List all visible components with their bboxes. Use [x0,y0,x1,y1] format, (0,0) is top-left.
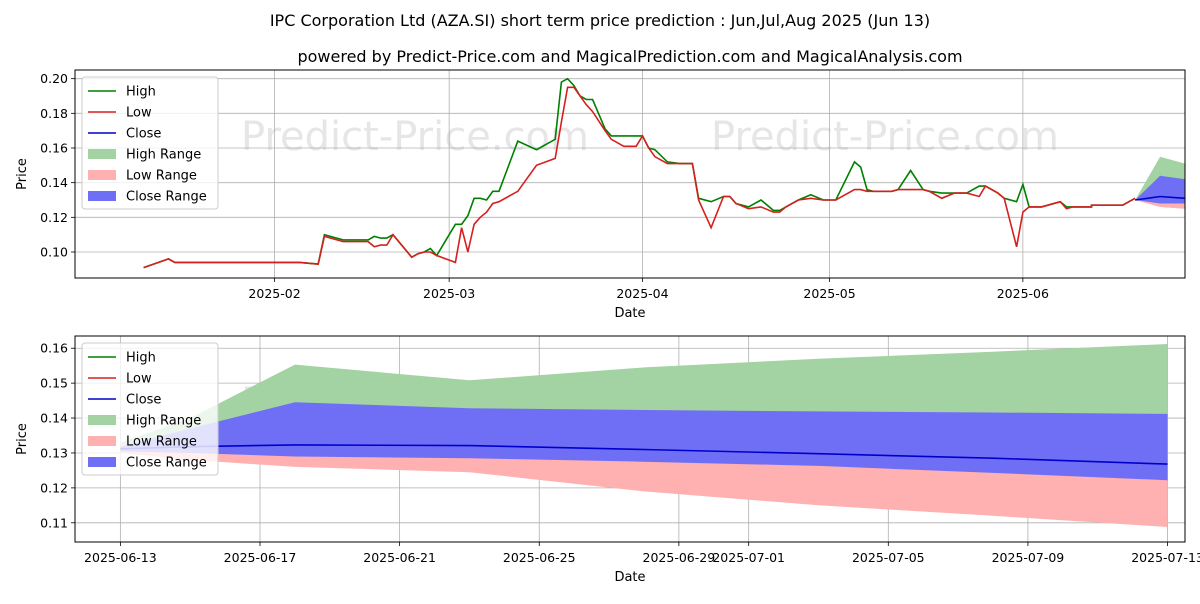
legend-swatch-high-range [88,149,116,159]
legend-label: Close Range [126,456,207,471]
y-tick-label: 0.20 [40,71,68,86]
x-tick-label: 2025-02 [248,286,300,301]
x-tick-label: 2025-06-29 [643,550,716,565]
legend-label: Low Range [126,435,197,450]
plot-content-1 [143,77,1185,269]
y-tick-label: 0.14 [40,175,68,190]
legend-swatch-high-range [88,415,116,425]
forecast-panel: Predict-Price.comPredict-Price.com2025-0… [15,335,1200,585]
plot-content-2 [120,344,1168,527]
watermark-1: Predict-Price.com [711,114,1059,160]
legend-label: High [126,85,156,100]
legend-swatch-close-range [88,457,116,467]
x-tick-label: 2025-06-21 [363,550,436,565]
x-tick-label: 2025-06-25 [503,550,576,565]
plot-frame [74,335,1186,543]
x-tick-label: 2025-03 [423,286,475,301]
y-tick-label: 0.11 [40,515,68,530]
y-tick-label: 0.16 [40,341,68,356]
x-tick-label: 2025-07-01 [712,550,785,565]
chart-subtitle: powered by Predict-Price.com and Magical… [297,47,962,66]
plot-area-1 [75,70,1185,278]
close-range-band [120,402,1168,481]
y-tick-label: 0.12 [40,210,68,225]
y-tick-label: 0.14 [40,411,68,426]
x-tick-label: 2025-04 [616,286,668,301]
legend-label: Low Range [126,169,197,184]
legend-label: Close [126,127,161,142]
x-axis-label: Date [614,570,645,585]
legend-label: High Range [126,414,201,429]
y-tick-label: 0.16 [40,141,68,156]
y-tick-label: 0.18 [40,106,68,121]
x-axis-label: Date [614,306,645,321]
x-tick-label: 2025-06 [997,286,1049,301]
y-axis-label: Price [15,158,30,190]
low-price-line [143,86,1136,269]
legend-label: Low [126,372,152,387]
close-forecast-line [1134,195,1185,201]
chart-title: IPC Corporation Ltd (AZA.SI) short term … [270,11,930,30]
legend-swatch-low-range [88,170,116,180]
x-tick-label: 2025-07-09 [992,550,1065,565]
main-price-panel: Predict-Price.com Predict-Price.com 2025-0… [15,69,1186,321]
watermark-1: Predict-Price.com [241,114,589,160]
legend-label: Close [126,393,161,408]
legend-label: High [126,351,156,366]
y-tick-label: 0.15 [40,376,68,391]
legend-swatch-close-range [88,191,116,201]
y-axis-label: Price [15,423,30,455]
legend-label: Close Range [126,190,207,205]
legend-swatch-low-range [88,436,116,446]
legend-label: High Range [126,148,201,163]
y-tick-label: 0.10 [40,245,68,260]
plot-frame [74,69,1186,279]
x-tick-label: 2025-06-13 [84,550,157,565]
x-tick-label: 2025-06-17 [224,550,297,565]
x-tick-label: 2025-05 [803,286,855,301]
x-tick-label: 2025-07-05 [852,550,925,565]
y-tick-label: 0.13 [40,445,68,460]
x-tick-label: 2025-07-13 [1131,550,1200,565]
y-tick-label: 0.12 [40,480,68,495]
close-range-band [1135,175,1185,204]
legend-label: Low [126,106,152,121]
